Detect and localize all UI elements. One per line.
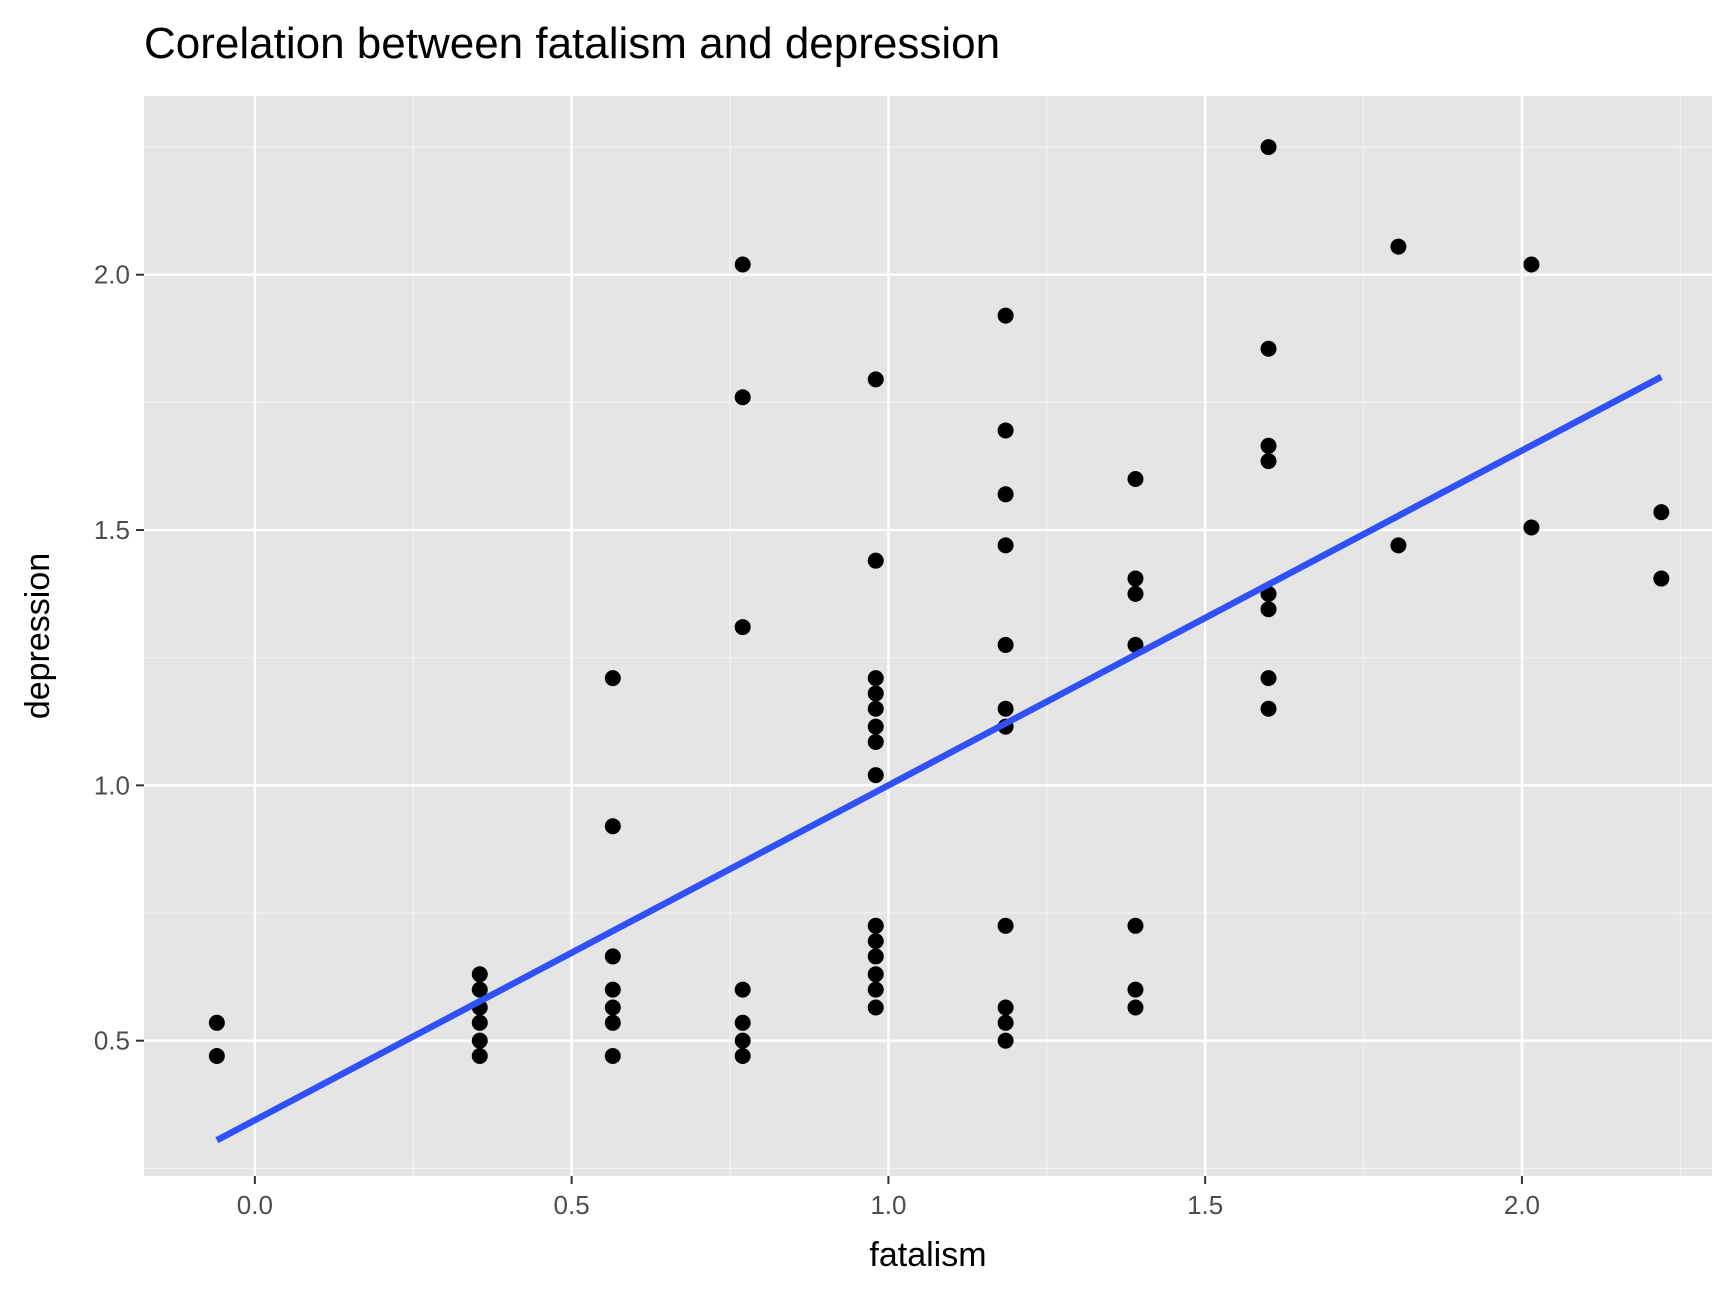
data-point (1260, 139, 1277, 156)
data-point (734, 1014, 751, 1031)
data-point (1127, 917, 1144, 934)
data-point (867, 733, 884, 750)
data-point (604, 981, 621, 998)
data-point (1260, 700, 1277, 717)
y-tick-label: 1.0 (94, 770, 130, 800)
data-point (867, 948, 884, 965)
data-point (604, 1048, 621, 1064)
data-point (1260, 340, 1277, 357)
data-point (471, 1048, 488, 1064)
data-point (997, 307, 1014, 324)
data-point (867, 670, 884, 687)
data-point (997, 999, 1014, 1016)
data-point (997, 422, 1014, 439)
data-point (1653, 570, 1670, 587)
data-point (734, 1032, 751, 1049)
data-point (1127, 636, 1144, 653)
data-point (604, 948, 621, 965)
x-axis: 0.0 0.5 1.0 1.5 2.0 (237, 1176, 1540, 1220)
data-point (867, 917, 884, 934)
major-gridlines (144, 96, 1712, 1176)
panel-background (144, 96, 1712, 1176)
regression-line (215, 373, 1663, 1144)
y-axis-label: depression (19, 553, 57, 719)
data-point (471, 966, 488, 983)
data-point (867, 685, 884, 702)
data-point (604, 999, 621, 1016)
data-point (471, 1014, 488, 1031)
data-point (867, 718, 884, 735)
data-point (867, 767, 884, 784)
data-point (1127, 981, 1144, 998)
data-point (997, 537, 1014, 554)
data-point (604, 818, 621, 835)
data-point (1523, 519, 1540, 536)
y-axis: 0.5 1.0 1.5 2.0 (94, 260, 144, 1056)
data-point (997, 700, 1014, 717)
data-point (604, 670, 621, 687)
data-point (867, 999, 884, 1016)
data-point (1127, 570, 1144, 587)
data-point (734, 389, 751, 406)
data-point (734, 1048, 751, 1064)
data-point (1127, 470, 1144, 487)
x-tick-label: 2.0 (1504, 1190, 1540, 1220)
data-point (208, 1014, 225, 1031)
y-tick-label: 2.0 (94, 260, 130, 290)
x-axis-label: fatalism (869, 1236, 986, 1274)
x-tick-label: 0.0 (237, 1190, 273, 1220)
chart-title: Corelation between fatalism and depressi… (144, 19, 1000, 68)
minor-gridlines (144, 96, 1712, 1176)
data-point (604, 1014, 621, 1031)
y-tick-label: 1.5 (94, 515, 130, 545)
data-point (997, 917, 1014, 934)
data-point (997, 486, 1014, 503)
data-point (867, 933, 884, 950)
data-point (1127, 999, 1144, 1016)
data-point (734, 256, 751, 273)
data-point (1260, 453, 1277, 470)
data-point (471, 981, 488, 998)
data-point (1523, 256, 1540, 273)
data-point (867, 966, 884, 983)
data-point (734, 619, 751, 636)
y-tick-label: 0.5 (94, 1026, 130, 1056)
data-point (997, 1032, 1014, 1049)
data-point (867, 552, 884, 569)
x-tick-label: 1.5 (1187, 1190, 1223, 1220)
x-tick-label: 1.0 (870, 1190, 906, 1220)
data-point (867, 981, 884, 998)
data-point (1390, 238, 1407, 255)
data-point (997, 1014, 1014, 1031)
data-point (1260, 670, 1277, 687)
x-tick-label: 0.5 (554, 1190, 590, 1220)
data-point (734, 981, 751, 998)
data-points (208, 139, 1670, 1064)
data-point (208, 1048, 225, 1064)
data-point (1127, 585, 1144, 602)
regression-line-layer (215, 373, 1663, 1144)
data-point (1260, 601, 1277, 618)
data-point (1260, 437, 1277, 454)
data-point (997, 636, 1014, 653)
data-point (867, 700, 884, 717)
data-point (1653, 504, 1670, 521)
data-point (471, 1032, 488, 1049)
data-point (867, 371, 884, 388)
data-point (1390, 537, 1407, 554)
